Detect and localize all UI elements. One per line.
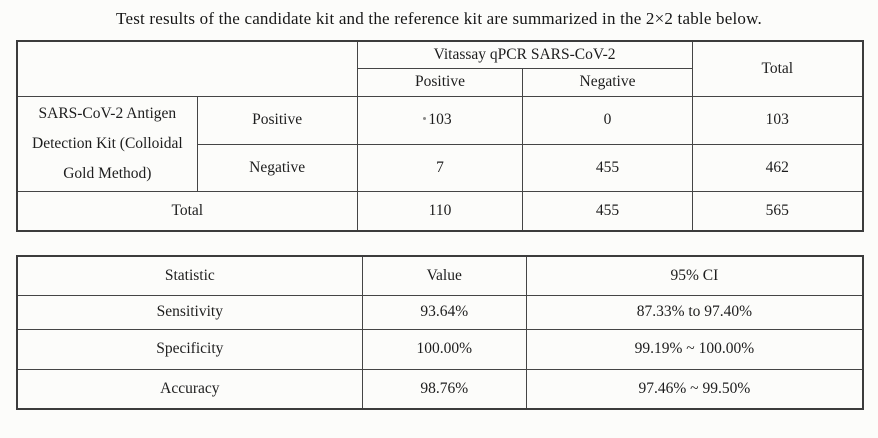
cell-pos-neg: 0 [522,95,693,146]
reference-negative-header: Negative [522,67,693,97]
total-row-label: Total [16,191,358,232]
cell-neg-neg: 455 [522,144,693,193]
cell-pos-pos: 103 [356,95,524,146]
cell-total-neg: 455 [522,191,693,232]
cell-total-total: 565 [691,191,864,232]
candidate-negative-label: Negative [196,144,358,193]
stat-specificity-label: Specificity [16,328,363,370]
candidate-positive-label: Positive [196,95,358,146]
reference-kit-header: Vitassay qPCR SARS-CoV-2 [356,40,693,69]
stat-sensitivity-ci: 87.33% to 97.40% [525,294,864,330]
contingency-table: Vitassay qPCR SARS-CoV-2 Total Positive … [16,40,864,232]
stat-sensitivity-label: Sensitivity [16,294,363,330]
cell-total-pos: 110 [356,191,524,232]
table-row: Sensitivity 93.64% 87.33% to 97.40% [16,294,864,330]
candidate-kit-label: SARS-CoV-2 Antigen Detection Kit (Colloi… [16,95,198,193]
page-title: Test results of the candidate kit and th… [116,9,762,28]
stat-accuracy-ci: 97.46% ~ 99.50% [525,368,864,410]
statistics-table: Statistic Value 95% CI Sensitivity 93.64… [16,255,864,410]
stat-sensitivity-value: 93.64% [361,294,527,330]
stats-header-statistic: Statistic [16,255,363,296]
corner-empty-cell [16,40,358,97]
stats-header-value: Value [361,255,527,296]
table-row: Specificity 100.00% 99.19% ~ 100.00% [16,328,864,370]
total-column-header: Total [691,40,864,97]
cell-pos-total: 103 [691,95,864,146]
cell-neg-total: 462 [691,144,864,193]
scan-speck [423,117,426,120]
stat-accuracy-label: Accuracy [16,368,363,410]
stats-header-ci: 95% CI [525,255,864,296]
stat-specificity-ci: 99.19% ~ 100.00% [525,328,864,370]
table-row: Accuracy 98.76% 97.46% ~ 99.50% [16,368,864,410]
stat-specificity-value: 100.00% [361,328,527,370]
stat-accuracy-value: 98.76% [361,368,527,410]
reference-positive-header: Positive [356,67,524,97]
cell-neg-pos: 7 [356,144,524,193]
